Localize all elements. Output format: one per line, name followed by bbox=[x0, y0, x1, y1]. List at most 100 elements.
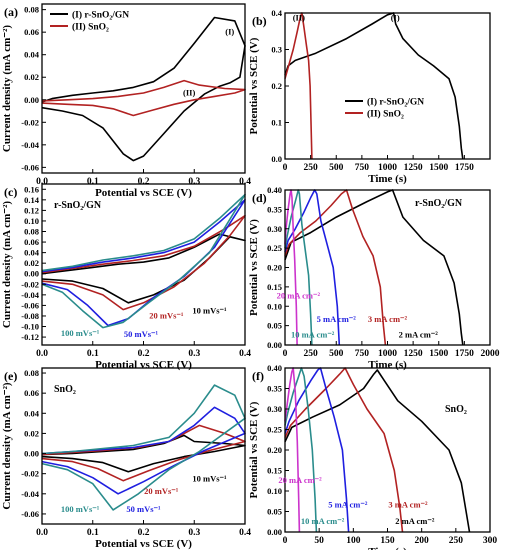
y-tick-label: 0.3 bbox=[271, 45, 282, 55]
y-tick-label: 0.00 bbox=[24, 269, 39, 279]
x-tick-label: 1750 bbox=[455, 163, 474, 173]
y-tick-label: 0.0 bbox=[271, 154, 282, 164]
series-line-2 bbox=[284, 12, 313, 160]
x-tick-label: 1500 bbox=[429, 349, 448, 359]
y-tick-label: 0.15 bbox=[267, 282, 282, 292]
x-tick-label: 150 bbox=[380, 536, 395, 546]
panel-label: (c) bbox=[4, 185, 17, 199]
series-line-2 bbox=[41, 79, 246, 117]
y-axis-label: Current density (mA cm⁻²) bbox=[1, 382, 13, 509]
y-tick-label: 0.02 bbox=[24, 72, 39, 82]
panel-title: SnO₂ bbox=[445, 404, 467, 415]
series-line-2 bbox=[284, 367, 404, 533]
panel-title: r-SnO₂/GN bbox=[415, 198, 463, 209]
y-tick-label: -0.08 bbox=[21, 311, 39, 321]
panel-4: 0 250 500 750 1000 1250 1500 1750 2000 0.00 0.05 0.… bbox=[248, 185, 500, 371]
y-tick-label: 0.30 bbox=[267, 224, 282, 234]
y-tick-label: 0.00 bbox=[267, 340, 282, 350]
series-line-3 bbox=[284, 189, 341, 346]
panel-2: 0 250 500 750 1000 1250 1500 1750 0.0 0.1 0.2 0.3 0.… bbox=[248, 8, 491, 185]
annotation-label: 2 mA cm⁻² bbox=[399, 329, 439, 339]
x-tick-label: 500 bbox=[329, 163, 344, 173]
series-line-3 bbox=[41, 406, 246, 495]
y-tick-label: 0.04 bbox=[24, 50, 40, 60]
legend-label: (I) r-SnO₂/GN bbox=[72, 10, 129, 21]
y-tick-label: 0.25 bbox=[267, 425, 282, 435]
y-tick-label: 0.35 bbox=[267, 204, 282, 214]
y-tick-label: -0.06 bbox=[21, 509, 39, 519]
panel-title: SnO₂ bbox=[54, 384, 76, 395]
y-tick-label: -0.02 bbox=[21, 279, 39, 289]
series-line-1 bbox=[284, 12, 464, 160]
x-tick-label: 0.0 bbox=[36, 177, 48, 187]
y-tick-label: 0.16 bbox=[24, 184, 39, 194]
x-tick-label: 2000 bbox=[481, 349, 500, 359]
x-tick-label: 750 bbox=[355, 349, 370, 359]
series-line-1 bbox=[284, 369, 471, 533]
x-axis-label: Time (s) bbox=[368, 173, 407, 185]
series-line-3 bbox=[41, 199, 246, 327]
panel-label: (a) bbox=[4, 5, 18, 19]
x-tick-label: 0.3 bbox=[188, 349, 200, 359]
annotation-label: 50 mVs⁻¹ bbox=[126, 504, 161, 514]
x-tick-label: 1250 bbox=[404, 349, 423, 359]
y-tick-label: -0.02 bbox=[21, 117, 39, 127]
x-tick-label: 0.3 bbox=[188, 528, 200, 538]
x-tick-label: 0.0 bbox=[36, 349, 48, 359]
y-tick-label: 0.08 bbox=[24, 227, 39, 237]
y-tick-label: 0.40 bbox=[267, 185, 282, 195]
panel-label: (f) bbox=[252, 369, 264, 383]
legend-label: (I) r-SnO₂/GN bbox=[367, 97, 424, 108]
y-tick-label: 0.08 bbox=[24, 368, 39, 378]
x-tick-label: 250 bbox=[304, 349, 319, 359]
x-tick-label: 1250 bbox=[404, 163, 423, 173]
annotation-label: 20 mA cm⁻² bbox=[277, 291, 321, 301]
y-tick-label: 0.30 bbox=[267, 404, 282, 414]
x-tick-label: 500 bbox=[329, 349, 344, 359]
panel-label: (e) bbox=[4, 369, 17, 383]
y-tick-label: 0.25 bbox=[267, 243, 282, 253]
x-tick-label: 250 bbox=[449, 536, 464, 546]
x-tick-label: 0.1 bbox=[87, 528, 99, 538]
y-axis-label: Potential vs SCE (V) bbox=[248, 37, 260, 134]
annotation-label: 2 mA cm⁻² bbox=[395, 516, 435, 526]
x-tick-label: 1750 bbox=[455, 349, 474, 359]
annotation-label: (II) bbox=[183, 87, 195, 97]
x-tick-label: 1500 bbox=[429, 163, 448, 173]
y-tick-label: 0.00 bbox=[267, 527, 282, 537]
annotation-label: (II) bbox=[293, 12, 305, 22]
y-tick-label: -0.04 bbox=[21, 290, 39, 300]
annotation-label: 5 mA cm⁻² bbox=[328, 499, 368, 509]
y-tick-label: 0.4 bbox=[271, 8, 282, 18]
annotation-label: 10 mVs⁻¹ bbox=[192, 305, 227, 315]
legend-label: (II) SnO₂ bbox=[72, 22, 109, 33]
annotation-label: 100 mVs⁻¹ bbox=[61, 328, 100, 338]
x-tick-label: 0 bbox=[283, 163, 288, 173]
y-tick-label: 0.04 bbox=[24, 248, 40, 258]
legend-label: (II) SnO₂ bbox=[367, 109, 404, 120]
annotation-label: 10 mA cm⁻² bbox=[301, 516, 345, 526]
y-tick-label: 0.14 bbox=[24, 195, 40, 205]
annotation-label: 10 mVs⁻¹ bbox=[192, 474, 227, 484]
y-tick-label: 0.1 bbox=[271, 118, 282, 128]
y-tick-label: 0.20 bbox=[267, 445, 282, 455]
x-tick-label: 0.2 bbox=[138, 528, 150, 538]
y-tick-label: 0.00 bbox=[24, 95, 39, 105]
y-tick-label: 0.10 bbox=[267, 301, 282, 311]
series-line-4 bbox=[41, 193, 246, 329]
x-tick-label: 0.3 bbox=[188, 177, 200, 187]
x-tick-label: 750 bbox=[355, 163, 370, 173]
y-tick-label: 0.05 bbox=[267, 321, 282, 331]
y-tick-label: -0.06 bbox=[21, 300, 39, 310]
x-axis-label: Potential vs SCE (V) bbox=[95, 187, 192, 199]
annotation-label: 5 mA cm⁻² bbox=[317, 314, 357, 324]
series-line-4 bbox=[284, 189, 313, 346]
annotation-label: 20 mVs⁻¹ bbox=[149, 311, 184, 321]
y-tick-label: 0.02 bbox=[24, 428, 39, 438]
annotation-label: 50 mVs⁻¹ bbox=[124, 329, 159, 339]
annotation-label: 20 mVs⁻¹ bbox=[144, 486, 179, 496]
y-axis-label: Current density (mA cm⁻²) bbox=[1, 201, 13, 328]
y-tick-label: 0.00 bbox=[24, 449, 39, 459]
y-tick-label: -0.06 bbox=[21, 162, 39, 172]
